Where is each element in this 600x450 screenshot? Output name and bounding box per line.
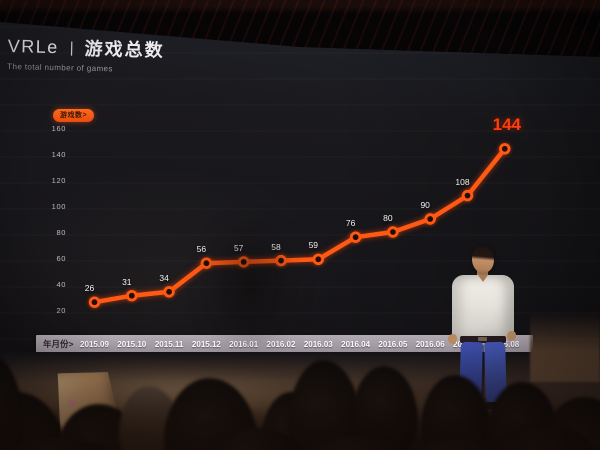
stage-side-wall [530,312,600,382]
speaker-leg-left [459,341,483,407]
speaker-hand-left [448,334,457,344]
y-axis-tick-label: 100 [51,202,66,211]
data-point-marker [163,286,175,298]
data-point-label: 108 [455,176,470,187]
data-point-marker [349,231,362,243]
speaker-belt [460,336,506,343]
data-point-label: 26 [84,283,95,294]
speaker-leg-right [484,341,507,404]
data-point-label: 59 [308,240,319,251]
data-point-label: 90 [420,200,430,210]
y-axis-tick-label: 160 [51,124,66,133]
y-axis-tick-label: 120 [51,176,66,185]
x-axis-tick-label: 2016.05 [378,340,408,349]
speaker-hand-right [507,331,516,341]
data-point-marker [312,253,325,265]
pink-indicator-light [66,398,78,408]
data-point-marker [387,226,399,238]
data-point-marker [424,213,436,225]
speaker-shoe-right [486,402,503,409]
speaker-shoe-left [458,404,476,411]
y-axis-name-pill: 游戏数> [53,109,95,122]
y-axis-tick-label: 20 [56,306,66,315]
y-axis-tick-label: 80 [56,228,66,237]
screen-shadow [200,215,300,355]
data-point-marker [461,189,474,202]
data-point-label: 31 [122,276,132,287]
data-point-marker [499,143,511,155]
y-axis-tick-label: 140 [51,150,66,159]
x-axis-tick-label: 2016.04 [341,340,371,349]
x-axis-tick-label: 2015.10 [117,340,147,349]
x-axis-tick-label: 2016.06 [415,340,445,349]
data-point-label-highlight: 144 [492,114,521,134]
data-point-label: 34 [159,272,169,283]
speaker-shirt [452,275,514,340]
data-point-marker [126,290,138,302]
y-axis-tick-label: 40 [56,280,66,289]
data-point-label: 80 [383,213,393,223]
speaker-jeans [458,341,508,408]
x-axis-tick-label: 2015.09 [80,340,109,349]
y-axis-name-label: 游戏数> [60,112,88,119]
x-axis-tick-label: 2015.11 [154,340,184,349]
x-axis-tick-label: 2016.03 [303,340,333,349]
x-axis-name: 年月份> [43,339,74,349]
y-axis-tick-label: 60 [56,254,66,263]
speaker-neck [477,270,488,277]
data-point-marker [88,296,101,308]
speaker-head [472,246,494,273]
data-point-label: 76 [345,218,356,229]
speaker [446,246,518,412]
